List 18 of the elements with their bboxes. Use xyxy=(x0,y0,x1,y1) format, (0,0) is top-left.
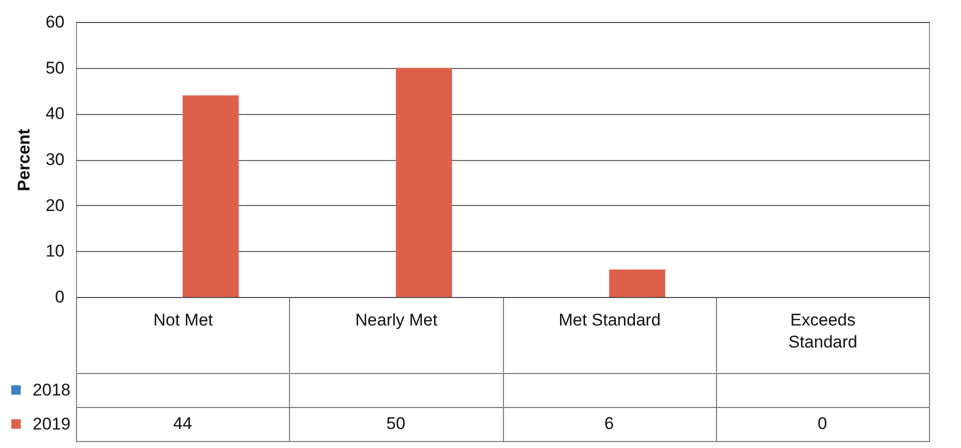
data-label: 44 xyxy=(173,414,192,433)
y-tick-label: 50 xyxy=(46,58,64,78)
y-tick-label: 40 xyxy=(46,104,64,124)
y-tick-label: 60 xyxy=(46,12,64,32)
x-tick-label: Exceeds Standard xyxy=(788,310,858,352)
x-tick-label: Nearly Met xyxy=(355,310,438,330)
y-tick-label: 30 xyxy=(46,150,64,169)
legend-label: 2018 xyxy=(32,380,70,400)
y-axis-title: Percent xyxy=(14,128,34,192)
data-label: 50 xyxy=(386,414,406,433)
legend-label: 2019 xyxy=(32,414,70,434)
x-tick-label: Met Standard xyxy=(558,310,661,330)
y-tick-label: 20 xyxy=(46,196,64,215)
data-label: 6 xyxy=(604,414,614,433)
data-label: 0 xyxy=(818,414,828,433)
y-tick-label: 0 xyxy=(55,288,64,306)
y-tick-label: 10 xyxy=(46,242,64,261)
x-tick-label: Not Met xyxy=(153,310,214,330)
